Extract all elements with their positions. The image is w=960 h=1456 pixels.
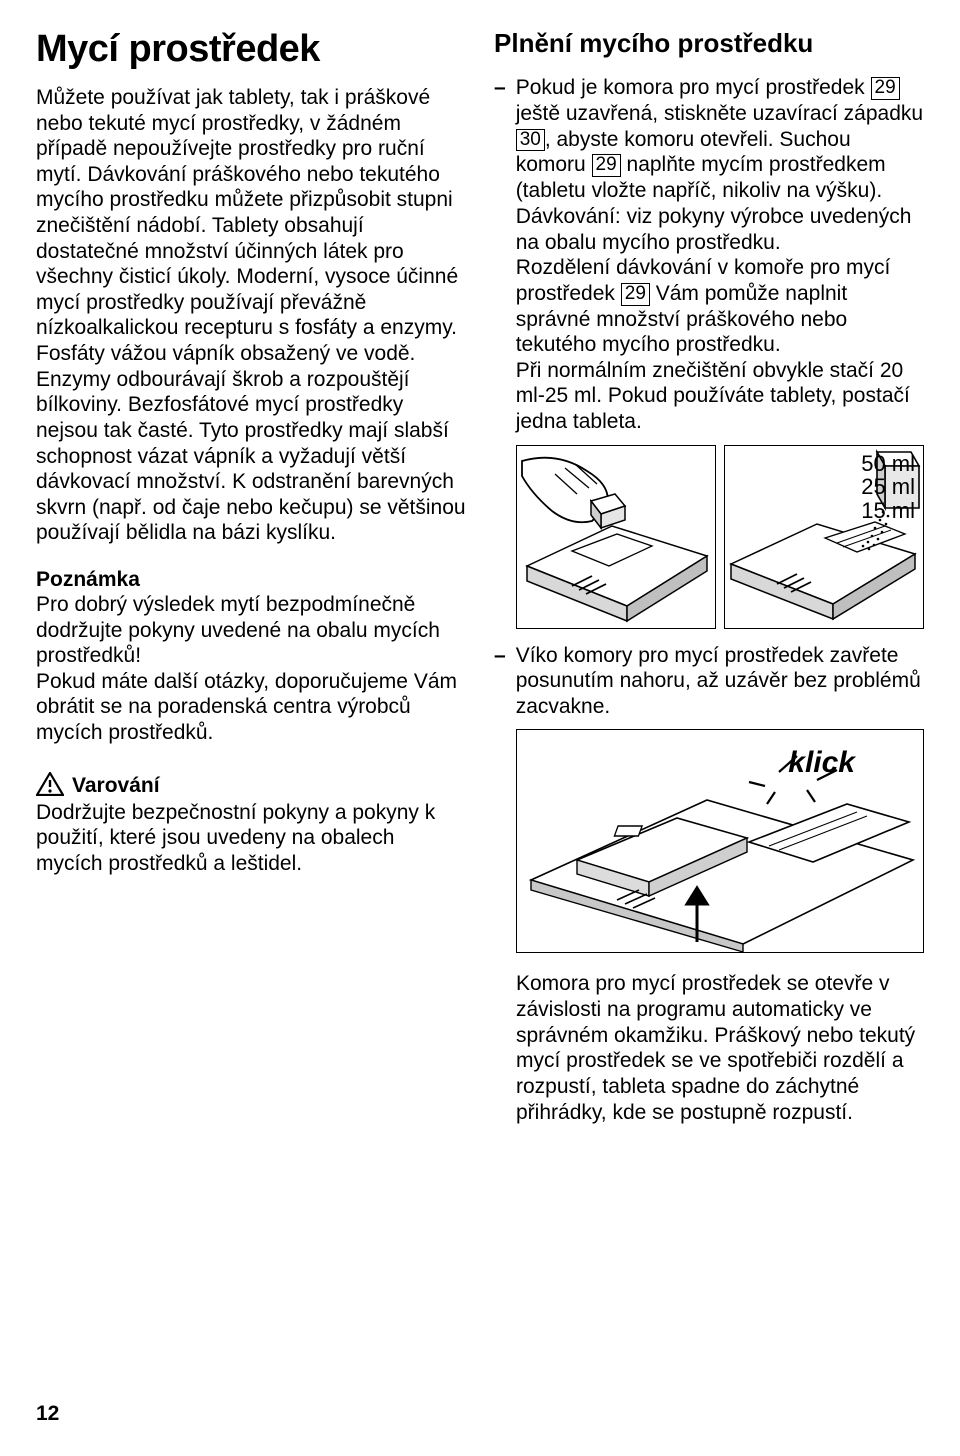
ref-29: 29 — [621, 283, 650, 306]
note-body: Pro dobrý výsledek mytí bezpodmínečně do… — [36, 592, 466, 746]
ref-30: 30 — [516, 129, 545, 152]
bullet-dash-icon: – — [494, 643, 506, 720]
klick-label: klick — [788, 746, 855, 780]
illustration-tablet-insert — [516, 445, 716, 629]
step-1-text: Pokud je komora pro mycí prostředek 29 j… — [516, 75, 924, 435]
warning-heading: Varování — [36, 768, 466, 798]
intro-paragraph: Můžete používat jak tablety, tak i prášk… — [36, 85, 466, 546]
warning-triangle-icon — [36, 772, 64, 796]
step-2-text: Víko komory pro mycí prostředek zavřete … — [516, 643, 924, 720]
bullet-dash-icon: – — [494, 75, 506, 435]
ref-29: 29 — [871, 77, 900, 100]
step-1: – Pokud je komora pro mycí prostředek 29… — [494, 75, 924, 435]
illustration-row-1: 50 ml 25 ml 15 ml — [516, 445, 924, 629]
warning-label: Varování — [72, 774, 160, 798]
illustration-close-lid: klick — [516, 729, 924, 953]
note-label: Poznámka — [36, 568, 466, 592]
ref-29: 29 — [592, 154, 621, 177]
right-column: Plnění mycího prostředku – Pokud je komo… — [494, 28, 924, 1125]
step-2: – Víko komory pro mycí prostředek zavřet… — [494, 643, 924, 720]
main-heading: Mycí prostředek — [36, 28, 466, 71]
left-column: Mycí prostředek Můžete používat jak tabl… — [36, 28, 466, 1125]
illustration-powder-pour: 50 ml 25 ml 15 ml — [724, 445, 924, 629]
page-number: 12 — [36, 1402, 59, 1426]
right-heading: Plnění mycího prostředku — [494, 28, 924, 59]
ml-scale-labels: 50 ml 25 ml 15 ml — [861, 452, 915, 523]
warning-body: Dodržujte bezpečnostní pokyny a pokyny k… — [36, 800, 466, 877]
closing-paragraph: Komora pro mycí prostředek se otevře v z… — [516, 971, 924, 1125]
